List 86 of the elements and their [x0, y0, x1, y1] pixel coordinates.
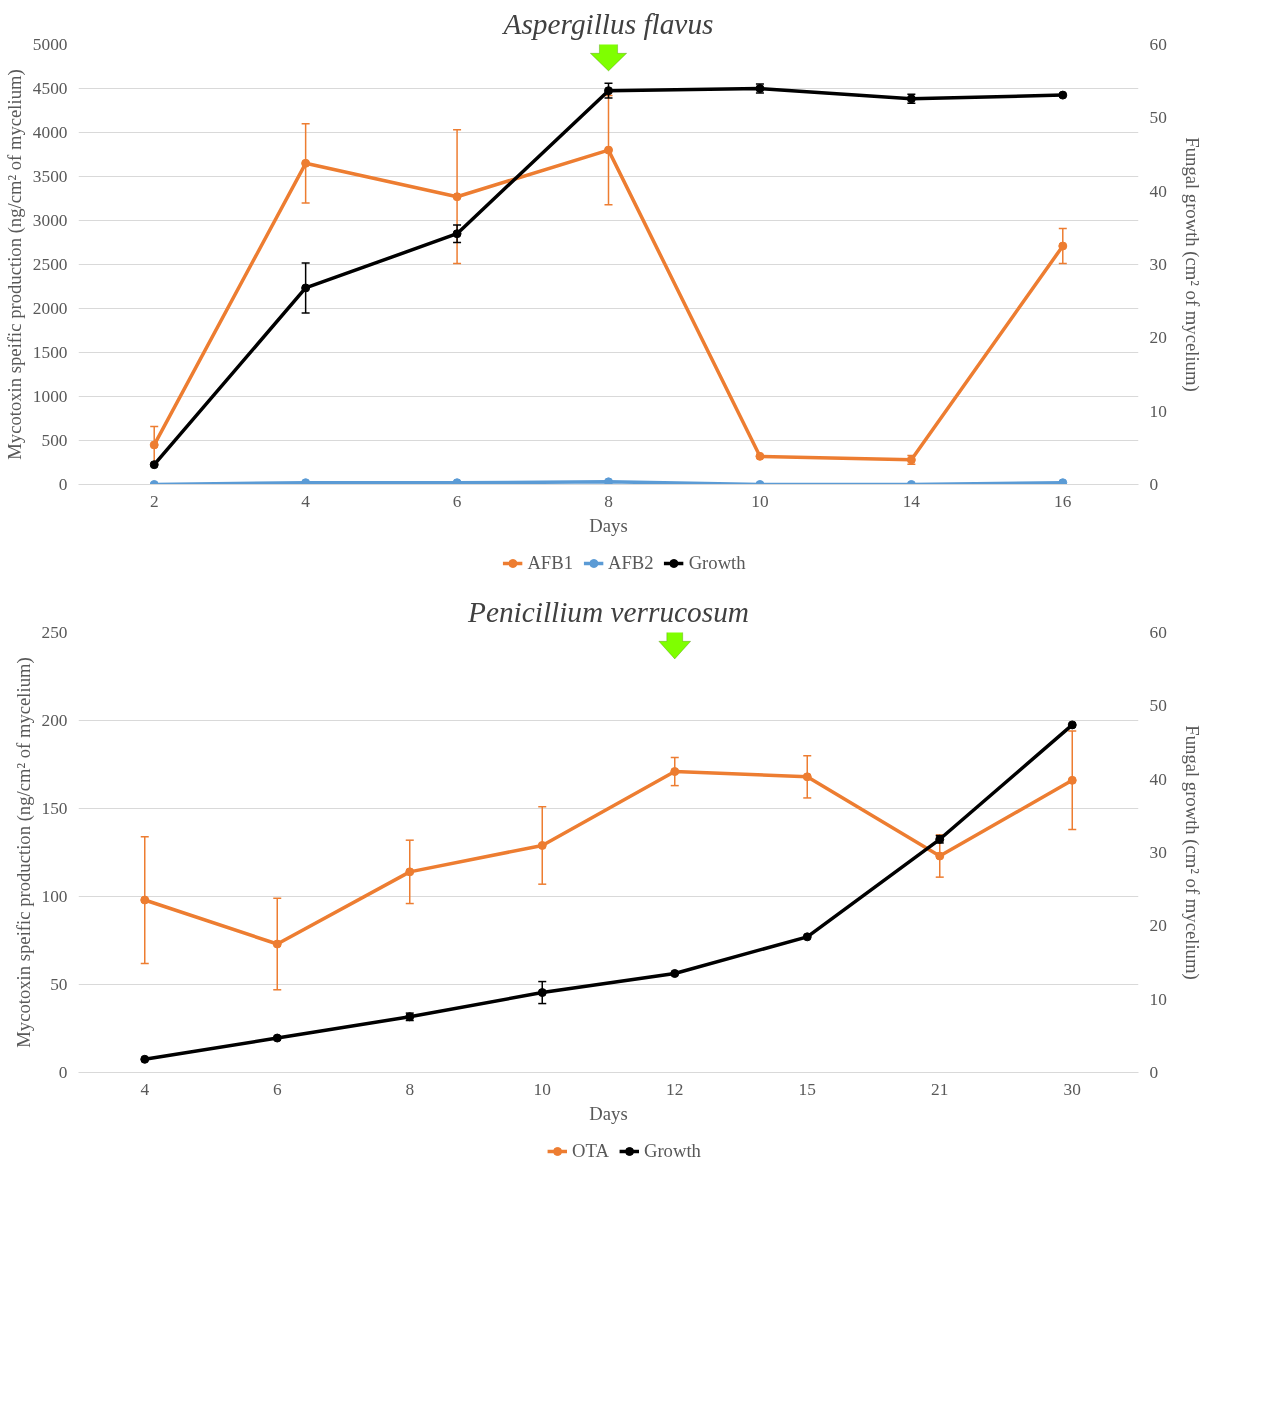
y2-axis-title: Fungal growth (cm² of mycelium) [1180, 725, 1203, 980]
y-axis-title: Mycotoxin speific production (ng/cm² of mycelium) [12, 657, 35, 1048]
y2-tick-label: 40 [1149, 769, 1167, 789]
legend-label: AFB1 [527, 552, 573, 574]
y-tick-label: 2500 [32, 255, 68, 274]
point [140, 1054, 150, 1064]
point [301, 158, 311, 168]
x-axis-title: Days [589, 514, 628, 536]
point [670, 767, 680, 777]
y2-tick-label: 0 [1149, 475, 1159, 494]
x-tick-label: 2 [149, 491, 159, 511]
y-tick-label: 100 [41, 887, 68, 906]
point [1058, 90, 1068, 100]
point [670, 969, 680, 978]
y2-tick-label: 0 [1149, 1063, 1159, 1082]
point [537, 840, 547, 850]
y2-tick-label: 10 [1149, 989, 1167, 1009]
point [1058, 478, 1068, 485]
point [149, 460, 159, 470]
x-tick-label: 15 [798, 1079, 816, 1099]
x-tick-label: 16 [1054, 491, 1072, 511]
x-tick-label: 4 [301, 491, 311, 511]
y2-tick-label: 50 [1149, 696, 1167, 716]
point [755, 451, 765, 461]
point [1067, 775, 1077, 785]
y2-tick-label: 30 [1149, 255, 1167, 274]
x-tick-label: 30 [1063, 1079, 1081, 1099]
point [604, 86, 613, 96]
y-tick-label: 3000 [32, 211, 68, 230]
y2-tick-label: 30 [1149, 843, 1167, 862]
y-axis-title: Mycotoxin speific production (ng/cm² of mycelium) [3, 69, 26, 460]
y-tick-label: 1000 [32, 387, 68, 406]
point [272, 1033, 282, 1043]
chart-title: Aspergillus flavus [501, 7, 714, 40]
y-tick-label: 0 [58, 475, 68, 494]
x-tick-label: 6 [272, 1079, 282, 1099]
x-tick-label: 6 [452, 491, 462, 511]
legend-label: OTA [572, 1140, 609, 1162]
point [301, 283, 311, 293]
point [452, 192, 462, 202]
y2-tick-label: 20 [1149, 328, 1167, 348]
point [452, 229, 462, 239]
x-tick-label: 10 [533, 1079, 551, 1099]
y-tick-label: 2000 [32, 299, 68, 318]
x-axis-title: Days [589, 1102, 628, 1124]
legend-label: Growth [688, 552, 746, 574]
y-tick-label: 50 [50, 975, 68, 994]
point [1067, 720, 1077, 730]
point [802, 932, 812, 942]
x-tick-label: 12 [666, 1079, 684, 1099]
y-tick-label: 150 [41, 799, 68, 818]
point [537, 988, 547, 998]
point [935, 851, 945, 861]
point [405, 867, 415, 877]
y-tick-label: 5000 [32, 35, 68, 54]
legend-label: Growth [643, 1140, 701, 1162]
x-tick-label: 8 [604, 491, 613, 511]
x-tick-label: 21 [931, 1079, 949, 1099]
point [604, 145, 613, 155]
y-tick-label: 200 [41, 711, 68, 730]
y-tick-label: 4000 [32, 123, 68, 142]
y-tick-label: 1500 [32, 343, 68, 362]
point [272, 939, 282, 949]
y-tick-label: 4500 [32, 79, 68, 98]
y2-axis-title: Fungal growth (cm² of mycelium) [1180, 137, 1203, 392]
y-tick-label: 250 [41, 623, 68, 642]
y2-tick-label: 20 [1149, 916, 1167, 936]
x-tick-label: 4 [140, 1079, 150, 1099]
y2-tick-label: 10 [1149, 401, 1167, 421]
y-tick-label: 0 [58, 1063, 68, 1082]
point [604, 477, 613, 485]
x-tick-label: 10 [751, 491, 769, 511]
x-tick-label: 14 [902, 491, 921, 511]
y-tick-label: 3500 [32, 167, 68, 186]
y2-tick-label: 60 [1149, 35, 1167, 54]
chart-title: Penicillium verrucosum [467, 595, 749, 628]
y2-tick-label: 60 [1149, 623, 1167, 642]
point [149, 440, 159, 450]
point [1058, 241, 1068, 251]
y2-tick-label: 40 [1149, 181, 1167, 201]
point [802, 772, 812, 782]
x-tick-label: 8 [405, 1079, 415, 1099]
y-tick-label: 500 [41, 431, 68, 450]
point [140, 895, 150, 905]
legend-label: AFB2 [608, 552, 654, 574]
y2-tick-label: 50 [1149, 108, 1167, 128]
